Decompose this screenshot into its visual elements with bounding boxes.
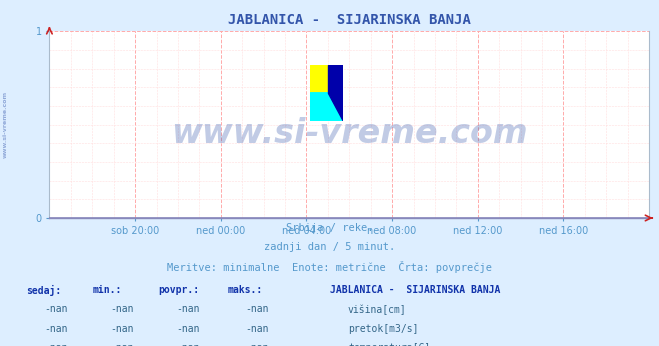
Text: -nan: -nan	[176, 304, 200, 315]
Text: www.si-vreme.com: www.si-vreme.com	[171, 117, 528, 151]
Text: www.si-vreme.com: www.si-vreme.com	[3, 91, 8, 158]
Text: JABLANICA -  SIJARINSKA BANJA: JABLANICA - SIJARINSKA BANJA	[330, 285, 500, 295]
Text: -nan: -nan	[245, 304, 269, 315]
Text: -nan: -nan	[44, 304, 68, 315]
Text: min.:: min.:	[92, 285, 122, 295]
Text: Meritve: minimalne  Enote: metrične  Črta: povprečje: Meritve: minimalne Enote: metrične Črta:…	[167, 261, 492, 273]
Text: višina[cm]: višina[cm]	[348, 304, 407, 315]
Text: Srbija / reke.: Srbija / reke.	[286, 223, 373, 233]
Text: -nan: -nan	[110, 304, 134, 315]
Text: temperatura[C]: temperatura[C]	[348, 343, 430, 346]
Text: -nan: -nan	[176, 343, 200, 346]
Text: pretok[m3/s]: pretok[m3/s]	[348, 324, 418, 334]
Text: -nan: -nan	[44, 343, 68, 346]
Text: zadnji dan / 5 minut.: zadnji dan / 5 minut.	[264, 242, 395, 252]
Text: -nan: -nan	[245, 343, 269, 346]
Text: -nan: -nan	[110, 343, 134, 346]
Text: -nan: -nan	[110, 324, 134, 334]
Text: -nan: -nan	[176, 324, 200, 334]
Text: -nan: -nan	[44, 324, 68, 334]
Title: JABLANICA -  SIJARINSKA BANJA: JABLANICA - SIJARINSKA BANJA	[228, 13, 471, 27]
Text: -nan: -nan	[245, 324, 269, 334]
Text: sedaj:: sedaj:	[26, 285, 61, 297]
Text: povpr.:: povpr.:	[158, 285, 199, 295]
Text: maks.:: maks.:	[227, 285, 262, 295]
